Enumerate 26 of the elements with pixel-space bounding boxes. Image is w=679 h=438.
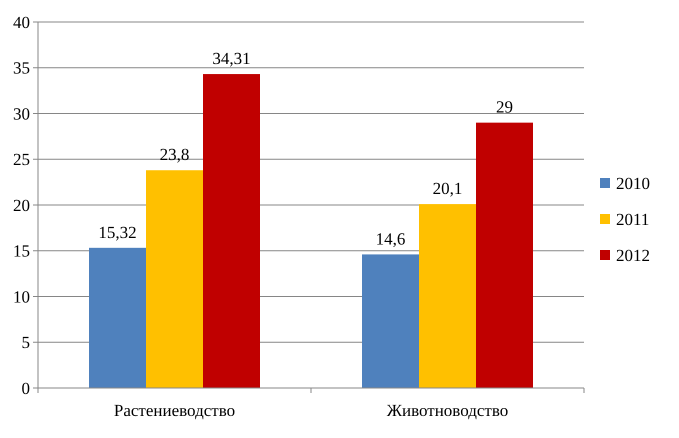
data-label: 23,8 — [160, 145, 190, 164]
bar — [146, 170, 203, 388]
y-tick-label: 15 — [13, 242, 30, 261]
y-tick-label: 40 — [13, 12, 30, 32]
legend-label: 2011 — [616, 210, 650, 229]
data-label: 29 — [496, 98, 513, 117]
data-label: 14,6 — [376, 229, 406, 248]
y-tick-label: 35 — [13, 58, 30, 78]
data-label: 20,1 — [432, 179, 462, 198]
y-tick-label: 30 — [13, 104, 30, 124]
x-tick-label: Животноводство — [386, 401, 508, 420]
y-tick-label: 20 — [13, 196, 30, 215]
data-label: 15,32 — [98, 222, 137, 242]
bar — [362, 254, 419, 388]
x-tick-label: Растениеводство — [114, 401, 236, 420]
bar — [419, 204, 476, 388]
y-tick-label: 10 — [13, 287, 30, 306]
data-label: 34,31 — [212, 49, 251, 68]
bar — [476, 122, 533, 388]
y-tick-label: 25 — [13, 150, 30, 170]
legend-label: 2010 — [616, 174, 650, 193]
legend-label: 2012 — [616, 246, 650, 265]
y-tick-label: 0 — [22, 378, 30, 398]
bar — [203, 74, 260, 388]
y-tick-label: 5 — [22, 333, 30, 352]
bar — [89, 248, 146, 388]
